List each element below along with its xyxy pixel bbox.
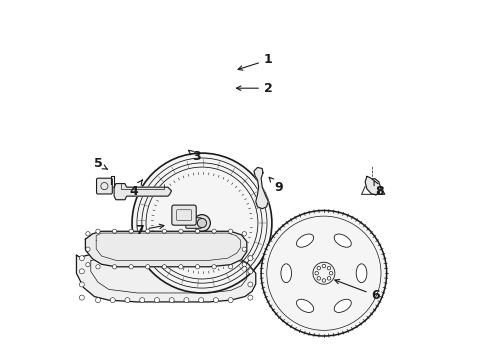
Circle shape [96, 229, 100, 233]
Circle shape [86, 262, 90, 267]
Ellipse shape [356, 264, 367, 283]
Text: 6: 6 [335, 279, 380, 302]
Circle shape [79, 256, 84, 261]
Text: 7: 7 [135, 224, 164, 237]
Circle shape [198, 255, 204, 260]
Circle shape [79, 295, 84, 300]
Text: 8: 8 [373, 180, 384, 198]
Circle shape [146, 265, 150, 269]
Circle shape [327, 266, 331, 270]
Circle shape [184, 298, 189, 303]
Circle shape [329, 271, 333, 275]
Text: 1: 1 [238, 53, 272, 70]
Polygon shape [114, 184, 172, 200]
Circle shape [169, 255, 174, 260]
FancyBboxPatch shape [172, 205, 196, 225]
Circle shape [112, 229, 117, 233]
Circle shape [162, 229, 167, 233]
Circle shape [327, 276, 331, 280]
Circle shape [110, 298, 115, 303]
Ellipse shape [296, 299, 314, 312]
Circle shape [79, 269, 84, 274]
Ellipse shape [334, 299, 351, 312]
Circle shape [317, 276, 320, 280]
Circle shape [179, 229, 183, 233]
Circle shape [196, 229, 199, 233]
Circle shape [242, 262, 246, 267]
Circle shape [125, 255, 130, 260]
Circle shape [96, 255, 100, 260]
Circle shape [96, 265, 100, 269]
Circle shape [129, 265, 133, 269]
Text: 3: 3 [189, 150, 201, 163]
Ellipse shape [281, 264, 292, 283]
Text: 2: 2 [237, 82, 272, 95]
Polygon shape [76, 253, 256, 302]
FancyBboxPatch shape [97, 178, 112, 194]
Circle shape [248, 269, 253, 274]
Circle shape [228, 265, 233, 269]
Circle shape [162, 265, 167, 269]
Polygon shape [254, 167, 269, 209]
Circle shape [322, 264, 326, 268]
Polygon shape [365, 176, 381, 195]
Circle shape [125, 298, 130, 303]
Circle shape [214, 255, 219, 260]
Ellipse shape [296, 234, 314, 247]
Circle shape [196, 265, 199, 269]
Circle shape [322, 279, 326, 282]
Circle shape [194, 215, 210, 231]
Circle shape [184, 255, 189, 260]
Text: 4: 4 [129, 180, 143, 198]
Circle shape [248, 295, 253, 300]
Circle shape [79, 282, 84, 287]
Circle shape [169, 298, 174, 303]
Circle shape [228, 298, 233, 303]
Circle shape [146, 229, 150, 233]
Circle shape [129, 229, 133, 233]
Circle shape [86, 231, 90, 236]
Circle shape [140, 298, 145, 303]
Circle shape [198, 298, 204, 303]
Circle shape [154, 255, 159, 260]
Circle shape [110, 255, 115, 260]
Text: 5: 5 [94, 157, 108, 170]
Circle shape [212, 229, 216, 233]
Circle shape [96, 298, 100, 303]
Circle shape [242, 231, 246, 236]
Circle shape [154, 298, 159, 303]
Polygon shape [85, 231, 247, 267]
Circle shape [112, 265, 117, 269]
Circle shape [86, 247, 90, 251]
Circle shape [317, 266, 320, 270]
Circle shape [228, 229, 233, 233]
Text: 9: 9 [269, 177, 283, 194]
Circle shape [197, 219, 207, 228]
Circle shape [179, 265, 183, 269]
Circle shape [315, 271, 318, 275]
Circle shape [261, 211, 387, 336]
Ellipse shape [334, 234, 351, 247]
Circle shape [132, 153, 272, 293]
Circle shape [242, 247, 246, 251]
Circle shape [248, 256, 253, 261]
Circle shape [140, 255, 145, 260]
FancyBboxPatch shape [186, 218, 201, 228]
Circle shape [212, 265, 216, 269]
Circle shape [214, 298, 219, 303]
Circle shape [228, 255, 233, 260]
Circle shape [248, 282, 253, 287]
